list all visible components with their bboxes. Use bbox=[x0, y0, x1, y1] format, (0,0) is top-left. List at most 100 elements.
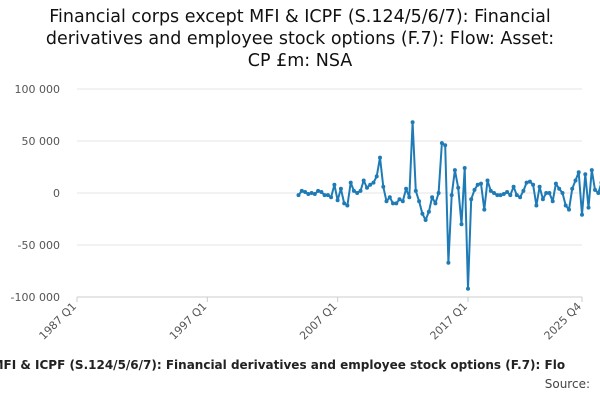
data-point bbox=[338, 186, 343, 191]
data-point bbox=[518, 195, 523, 200]
data-point bbox=[459, 222, 464, 227]
data-point bbox=[348, 180, 353, 185]
series-caption-text: ept MFI & ICPF (S.124/5/6/7): Financial … bbox=[0, 358, 566, 372]
data-point bbox=[576, 170, 581, 175]
data-point bbox=[368, 182, 373, 187]
data-point bbox=[452, 168, 457, 173]
data-point bbox=[391, 201, 395, 206]
x-tick-label: 1987 Q1 bbox=[37, 300, 80, 343]
data-point bbox=[479, 181, 483, 186]
data-point bbox=[309, 191, 314, 195]
data-point bbox=[514, 193, 519, 198]
y-tick-label: -100 000 bbox=[11, 291, 60, 304]
chart-title: Financial corps except MFI & ICPF (S.124… bbox=[30, 6, 570, 72]
data-point bbox=[374, 174, 379, 179]
data-point bbox=[351, 188, 356, 193]
data-point bbox=[299, 188, 304, 193]
data-point bbox=[319, 190, 324, 194]
data-point bbox=[410, 120, 415, 125]
data-point bbox=[544, 191, 549, 195]
data-point bbox=[508, 193, 513, 198]
data-point bbox=[547, 191, 552, 195]
data-point bbox=[397, 197, 402, 202]
data-point bbox=[335, 198, 340, 203]
chart-title-line-3: CP £m: NSA bbox=[247, 51, 353, 71]
data-point bbox=[413, 188, 418, 193]
data-point bbox=[433, 201, 438, 206]
data-point bbox=[345, 203, 350, 208]
data-point bbox=[394, 201, 399, 206]
data-point bbox=[384, 199, 389, 204]
data-point bbox=[466, 286, 470, 291]
data-point bbox=[365, 185, 369, 190]
data-point bbox=[472, 187, 477, 192]
data-point bbox=[312, 192, 317, 196]
data-point bbox=[596, 191, 600, 195]
data-point bbox=[400, 199, 405, 204]
data-point bbox=[329, 195, 334, 200]
data-point bbox=[492, 191, 496, 195]
data-point bbox=[303, 190, 308, 194]
data-point bbox=[436, 191, 441, 195]
data-point bbox=[456, 185, 461, 190]
data-point bbox=[449, 193, 454, 198]
y-tick-label: 0 bbox=[53, 187, 60, 200]
data-point bbox=[570, 186, 575, 191]
data-point bbox=[381, 184, 386, 189]
data-point bbox=[589, 168, 594, 173]
data-point bbox=[521, 188, 526, 193]
data-point bbox=[586, 205, 591, 210]
data-point bbox=[501, 192, 506, 196]
chart-title-line-1: Financial corps except MFI & ICPF (S.124… bbox=[49, 7, 551, 27]
x-tick-label: 1997 Q1 bbox=[167, 300, 210, 343]
data-point bbox=[387, 195, 392, 200]
data-point bbox=[511, 184, 516, 189]
data-point bbox=[420, 211, 425, 216]
data-point bbox=[407, 195, 412, 200]
data-point bbox=[553, 181, 558, 186]
data-point bbox=[443, 143, 448, 148]
data-point bbox=[573, 178, 578, 183]
chart-title-line-2: derivatives and employee stock options (… bbox=[45, 29, 555, 49]
data-point bbox=[567, 207, 571, 212]
data-point bbox=[342, 201, 347, 206]
x-tick-label: 2017 Q1 bbox=[428, 300, 471, 343]
data-point bbox=[563, 203, 568, 208]
data-point bbox=[358, 188, 363, 193]
y-tick-label: -50 000 bbox=[18, 239, 60, 252]
data-point bbox=[306, 192, 311, 196]
data-point bbox=[417, 199, 422, 204]
data-point bbox=[378, 155, 382, 160]
y-tick-label: 100 000 bbox=[15, 83, 61, 96]
data-point bbox=[583, 172, 588, 177]
data-point bbox=[325, 193, 330, 198]
data-point bbox=[482, 207, 487, 212]
data-point bbox=[560, 191, 565, 195]
data-point bbox=[488, 188, 493, 193]
data-point bbox=[537, 184, 542, 189]
data-point bbox=[322, 193, 327, 198]
data-point bbox=[531, 182, 536, 187]
data-point bbox=[296, 193, 301, 198]
series-caption: ept MFI & ICPF (S.124/5/6/7): Financial … bbox=[0, 358, 600, 372]
data-point bbox=[485, 178, 490, 183]
data-point bbox=[430, 195, 435, 200]
data-point bbox=[355, 191, 360, 195]
data-point bbox=[498, 193, 503, 198]
y-tick-label: 50 000 bbox=[22, 135, 61, 148]
data-point bbox=[505, 190, 510, 194]
data-point bbox=[469, 197, 474, 202]
data-point bbox=[524, 180, 529, 185]
data-point bbox=[404, 186, 409, 191]
x-tick-label: 2007 Q1 bbox=[297, 300, 340, 343]
data-point bbox=[550, 199, 555, 204]
data-point bbox=[475, 182, 480, 187]
data-point bbox=[446, 260, 451, 265]
data-point bbox=[593, 187, 597, 192]
data-point bbox=[534, 203, 539, 208]
data-point bbox=[495, 193, 500, 198]
data-point bbox=[557, 186, 562, 191]
data-point bbox=[439, 141, 444, 146]
